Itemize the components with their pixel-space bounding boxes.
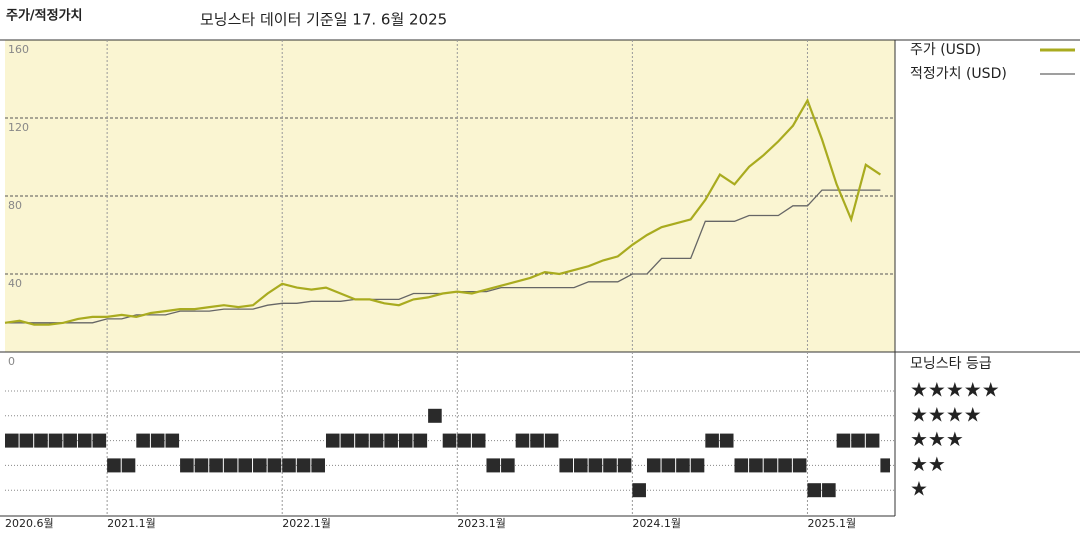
rating-bar: [355, 433, 369, 448]
rating-bar: [48, 433, 63, 448]
rating-bar: [34, 433, 48, 448]
rating-bar: [253, 458, 267, 473]
legend-label: 적정가치 (USD): [910, 66, 1007, 82]
rating-level: ★: [910, 477, 928, 501]
rating-bar: [165, 433, 180, 448]
rating-bar: [530, 433, 544, 448]
rating-bar: [325, 433, 340, 448]
rating-bar: [822, 483, 836, 498]
x-tick-label: 2023.1월: [457, 517, 506, 530]
rating-level: ★★★★: [910, 402, 982, 426]
rating-bar: [486, 458, 501, 473]
rating-bar: [515, 433, 530, 448]
rating-bar: [865, 433, 880, 448]
x-tick-label: 2021.1월: [107, 517, 156, 530]
rating-bar: [457, 433, 471, 448]
rating-bar: [267, 458, 282, 473]
rating-bar: [282, 458, 296, 473]
rating-bar: [617, 458, 632, 473]
rating-bar: [369, 433, 384, 448]
rating-bar: [180, 458, 194, 473]
rating-bar: [384, 433, 398, 448]
rating-bar: [413, 433, 428, 448]
rating-bar: [63, 433, 77, 448]
rating-bar: [661, 458, 676, 473]
rating-bar: [150, 433, 165, 448]
rating-bar: [588, 458, 603, 473]
rating-bar: [705, 433, 719, 448]
y-tick-label: 0: [8, 355, 15, 368]
rating-bar: [238, 458, 253, 473]
rating-bar: [632, 483, 646, 498]
rating-bar: [646, 458, 661, 473]
rating-bar: [296, 458, 311, 473]
rating-bar: [77, 433, 92, 448]
rating-bar: [223, 458, 238, 473]
rating-level: ★★★: [910, 427, 964, 451]
rating-bar: [544, 433, 559, 448]
rating-bar: [428, 408, 442, 423]
rating-bar: [5, 433, 19, 448]
rating-bar: [690, 458, 705, 473]
rating-bar: [574, 458, 588, 473]
rating-bar: [880, 458, 890, 473]
rating-bar: [603, 458, 617, 473]
rating-bar: [136, 433, 150, 448]
rating-bar: [442, 433, 457, 448]
rating-bar: [92, 433, 107, 448]
chart-subtitle: 모닝스타 데이터 기준일 17. 6월 2025: [200, 11, 447, 29]
rating-bar: [836, 433, 851, 448]
rating-bar: [559, 458, 574, 473]
rating-bar: [763, 458, 778, 473]
y-tick-label: 40: [8, 277, 22, 290]
rating-bar: [107, 458, 121, 473]
rating-bar: [209, 458, 223, 473]
frame: [0, 39, 1080, 517]
x-tick-label: 2024.1월: [632, 517, 681, 530]
rating-bar: [734, 458, 749, 473]
rating-bar: [749, 458, 763, 473]
rating-bar: [851, 433, 865, 448]
y-tick-label: 160: [8, 43, 29, 56]
rating-bar: [398, 433, 413, 448]
rating-level: ★★: [910, 452, 946, 476]
series-line: [4, 97, 882, 326]
x-tick-label: 2020.6월: [5, 517, 54, 530]
rating-title: 모닝스타 등급: [910, 356, 992, 372]
rating-bar: [311, 458, 325, 473]
rating-bar: [19, 433, 34, 448]
rating-bar: [121, 458, 136, 473]
rating-bar: [340, 433, 355, 448]
x-tick-label: 2022.1월: [282, 517, 331, 530]
chart-title: 주가/적정가치: [6, 8, 83, 24]
legend-label: 주가 (USD): [910, 42, 981, 58]
rating-bar: [676, 458, 690, 473]
rating-level: ★★★★★: [910, 378, 1000, 402]
rating-bar: [778, 458, 792, 473]
rating-bar: [194, 458, 209, 473]
rating-bar: [792, 458, 807, 473]
rating-bar: [719, 433, 734, 448]
rating-bar: [807, 483, 822, 498]
y-tick-label: 120: [8, 121, 29, 134]
rating-bar: [471, 433, 486, 448]
x-tick-label: 2025.1월: [807, 517, 856, 530]
y-tick-label: 80: [8, 199, 22, 212]
rating-bar: [501, 458, 515, 473]
